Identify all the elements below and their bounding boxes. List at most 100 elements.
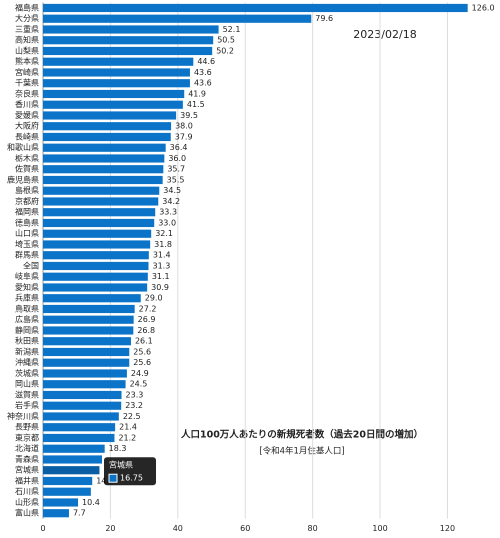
value-label: 39.5 — [180, 111, 198, 120]
bar — [43, 68, 190, 77]
bar — [43, 294, 141, 303]
category-label: 佐賀県 — [15, 164, 39, 174]
value-label: 37.9 — [175, 132, 193, 141]
bar — [43, 401, 122, 410]
category-label: 福島県 — [15, 2, 39, 12]
bar — [43, 122, 172, 131]
tooltip-value: 16.75 — [120, 474, 143, 483]
bar — [43, 208, 156, 217]
bar — [43, 315, 134, 324]
bar — [43, 197, 159, 206]
bar — [43, 444, 105, 453]
value-label: 126.0 — [472, 3, 495, 12]
value-label: 18.3 — [109, 444, 127, 453]
value-label: 29.0 — [145, 294, 163, 303]
tooltip-title: 宮城県 — [109, 460, 133, 470]
value-label: 35.5 — [167, 175, 185, 184]
tooltip-swatch — [108, 473, 118, 483]
bar — [43, 154, 165, 163]
category-label: 山形県 — [15, 497, 39, 507]
value-label: 25.6 — [133, 358, 151, 367]
category-label: 神奈川県 — [7, 411, 39, 421]
bar — [43, 79, 190, 88]
category-label: 静岡県 — [15, 325, 39, 335]
value-label: 34.5 — [163, 186, 181, 195]
bar — [43, 380, 126, 389]
value-label: 32.1 — [155, 229, 173, 238]
value-label: 34.2 — [162, 197, 180, 206]
category-label: 福井県 — [15, 475, 39, 485]
value-label: 41.5 — [187, 100, 205, 109]
value-label: 36.4 — [170, 143, 188, 152]
value-label: 52.1 — [223, 25, 241, 34]
category-label: 三重県 — [15, 24, 39, 34]
x-tick-label: 20 — [105, 524, 115, 533]
value-label: 31.1 — [152, 272, 170, 281]
category-label: 長崎県 — [15, 131, 39, 141]
category-label: 愛媛県 — [15, 110, 39, 120]
category-label: 京都府 — [15, 196, 39, 206]
value-label: 33.0 — [158, 218, 176, 227]
value-label: 31.3 — [152, 261, 170, 270]
value-label: 23.2 — [125, 401, 143, 410]
value-label: 50.2 — [216, 46, 234, 55]
category-label: 岩手県 — [15, 400, 39, 410]
value-label: 23.3 — [126, 390, 144, 399]
bar — [43, 143, 166, 152]
bar — [43, 14, 312, 23]
bar — [43, 25, 219, 34]
bar — [43, 476, 93, 486]
category-label: 群馬県 — [15, 250, 39, 260]
category-label: 秋田県 — [15, 336, 39, 346]
bar — [43, 358, 130, 367]
category-label: 奈良県 — [15, 88, 39, 98]
category-label: 沖縄県 — [15, 357, 39, 367]
value-label: 26.1 — [135, 337, 153, 346]
category-label: 和歌山県 — [7, 142, 39, 152]
value-label: 43.6 — [194, 68, 212, 77]
category-label: 鹿児島県 — [7, 174, 39, 184]
value-label: 22.5 — [123, 412, 141, 421]
x-tick-label: 80 — [308, 524, 318, 533]
category-label: 宮城県 — [15, 465, 39, 475]
value-label: 21.2 — [118, 433, 136, 442]
category-label: 大阪府 — [15, 121, 39, 131]
bar — [43, 326, 134, 335]
bar — [43, 283, 148, 292]
bar — [43, 390, 122, 400]
category-label: 鳥取県 — [15, 303, 39, 313]
category-label: 兵庫県 — [15, 293, 39, 303]
value-label: 33.3 — [159, 208, 177, 217]
bar — [43, 433, 115, 443]
category-label: 栃木県 — [15, 153, 39, 163]
bar — [43, 272, 148, 281]
bar — [43, 46, 213, 56]
category-label: 石川県 — [15, 487, 39, 496]
x-tick-label: 100 — [372, 524, 387, 533]
value-label: 31.8 — [154, 240, 172, 249]
category-label: 新潟県 — [15, 346, 39, 356]
category-label: 岐阜県 — [15, 271, 39, 281]
category-label: 岡山県 — [15, 379, 39, 389]
category-label: 埼玉県 — [15, 239, 39, 249]
category-label: 長野県 — [15, 423, 39, 432]
value-label: 21.4 — [119, 423, 137, 432]
value-label: 27.2 — [139, 304, 157, 313]
bar — [43, 304, 135, 314]
value-label: 35.7 — [167, 165, 185, 174]
bar — [43, 251, 149, 260]
bar — [43, 509, 69, 518]
category-label: 福岡県 — [15, 208, 39, 217]
category-label: 島根県 — [15, 185, 39, 195]
bar — [43, 89, 185, 99]
value-label: 31.4 — [153, 251, 171, 260]
value-label: 43.6 — [194, 79, 212, 88]
x-tick-label: 60 — [240, 524, 250, 533]
bar — [43, 3, 468, 13]
x-tick-label: 0 — [40, 524, 45, 533]
bar — [43, 111, 177, 120]
value-label: 26.8 — [137, 326, 155, 335]
bar — [43, 175, 163, 185]
bar — [43, 455, 102, 464]
